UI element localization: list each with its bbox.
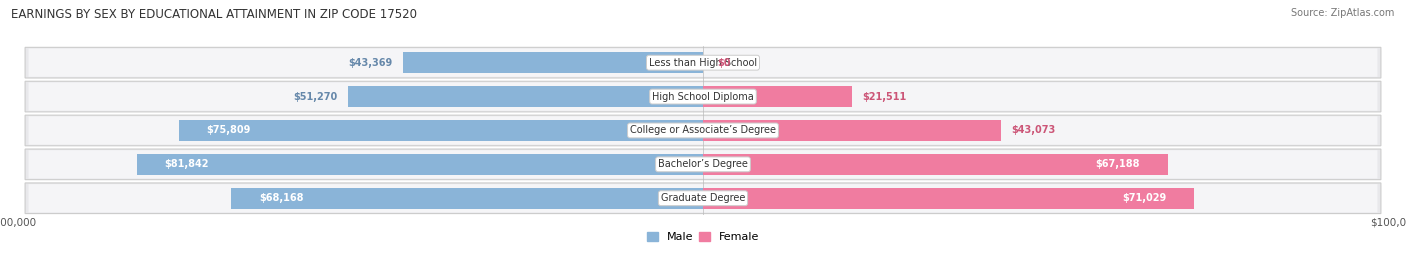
Text: $67,188: $67,188	[1095, 159, 1140, 169]
FancyBboxPatch shape	[25, 149, 1381, 180]
Text: Source: ZipAtlas.com: Source: ZipAtlas.com	[1291, 8, 1395, 18]
Bar	[703, 86, 852, 107]
FancyBboxPatch shape	[25, 183, 1381, 214]
FancyBboxPatch shape	[28, 184, 1378, 213]
Bar	[703, 188, 1194, 209]
FancyBboxPatch shape	[28, 82, 1378, 111]
Text: Bachelor’s Degree: Bachelor’s Degree	[658, 159, 748, 169]
FancyBboxPatch shape	[28, 116, 1378, 145]
Text: EARNINGS BY SEX BY EDUCATIONAL ATTAINMENT IN ZIP CODE 17520: EARNINGS BY SEX BY EDUCATIONAL ATTAINMEN…	[11, 8, 418, 21]
Text: High School Diploma: High School Diploma	[652, 91, 754, 102]
FancyBboxPatch shape	[25, 81, 1381, 112]
Text: $43,369: $43,369	[349, 58, 392, 68]
Text: $75,809: $75,809	[207, 125, 250, 136]
Legend: Male, Female: Male, Female	[643, 228, 763, 247]
Text: $81,842: $81,842	[165, 159, 209, 169]
FancyBboxPatch shape	[28, 48, 1378, 77]
Bar	[703, 120, 1001, 141]
Text: College or Associate’s Degree: College or Associate’s Degree	[630, 125, 776, 136]
Bar	[349, 86, 703, 107]
Bar	[703, 154, 1168, 175]
Bar	[179, 120, 703, 141]
Text: $68,168: $68,168	[259, 193, 304, 203]
Text: $21,511: $21,511	[862, 91, 907, 102]
FancyBboxPatch shape	[25, 115, 1381, 146]
Text: $43,073: $43,073	[1011, 125, 1056, 136]
Bar	[136, 154, 703, 175]
Text: $51,270: $51,270	[294, 91, 337, 102]
FancyBboxPatch shape	[28, 150, 1378, 179]
Text: $0: $0	[717, 58, 730, 68]
Bar	[232, 188, 703, 209]
Bar	[404, 52, 703, 73]
Text: Less than High School: Less than High School	[650, 58, 756, 68]
FancyBboxPatch shape	[25, 47, 1381, 78]
Text: Graduate Degree: Graduate Degree	[661, 193, 745, 203]
Text: $71,029: $71,029	[1122, 193, 1167, 203]
